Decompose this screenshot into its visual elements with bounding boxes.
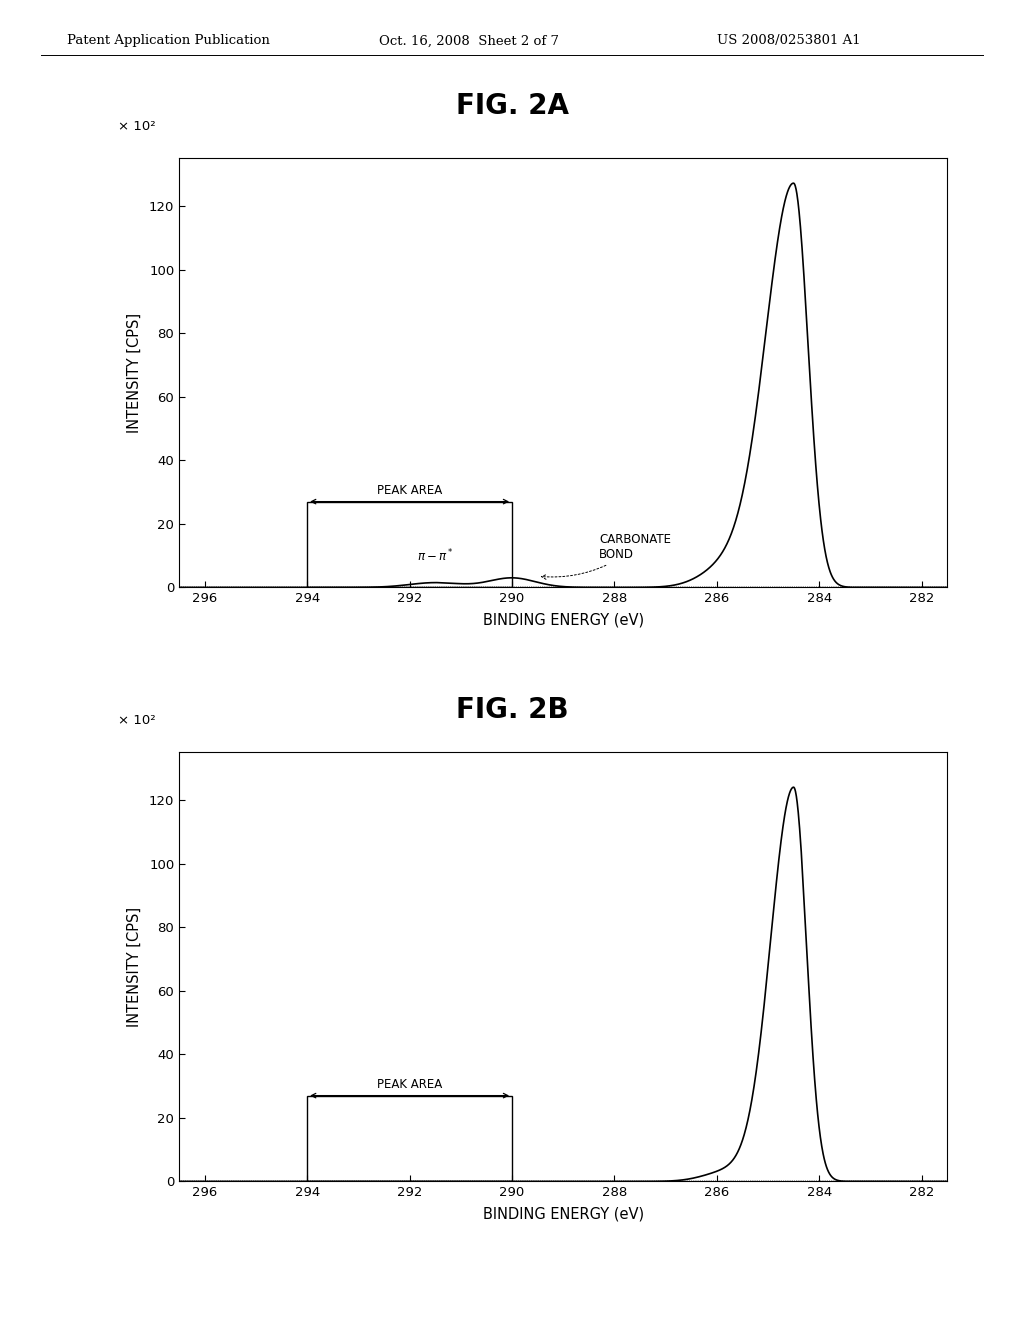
Bar <box>307 1096 512 1181</box>
Y-axis label: INTENSITY [CPS]: INTENSITY [CPS] <box>127 313 142 433</box>
Text: FIG. 2B: FIG. 2B <box>456 696 568 725</box>
Text: × 10²: × 10² <box>118 120 156 132</box>
Text: Oct. 16, 2008  Sheet 2 of 7: Oct. 16, 2008 Sheet 2 of 7 <box>379 34 559 48</box>
Y-axis label: INTENSITY [CPS]: INTENSITY [CPS] <box>127 907 142 1027</box>
Text: US 2008/0253801 A1: US 2008/0253801 A1 <box>717 34 860 48</box>
Text: × 10²: × 10² <box>118 714 156 726</box>
Text: $\pi - \pi^*$: $\pi - \pi^*$ <box>417 548 454 564</box>
Text: PEAK AREA: PEAK AREA <box>377 484 442 496</box>
Bar <box>307 502 512 587</box>
X-axis label: BINDING ENERGY (eV): BINDING ENERGY (eV) <box>482 612 644 627</box>
X-axis label: BINDING ENERGY (eV): BINDING ENERGY (eV) <box>482 1206 644 1221</box>
Text: CARBONATE
BOND: CARBONATE BOND <box>542 533 671 579</box>
Text: PEAK AREA: PEAK AREA <box>377 1078 442 1090</box>
Text: Patent Application Publication: Patent Application Publication <box>67 34 269 48</box>
Text: FIG. 2A: FIG. 2A <box>456 91 568 120</box>
